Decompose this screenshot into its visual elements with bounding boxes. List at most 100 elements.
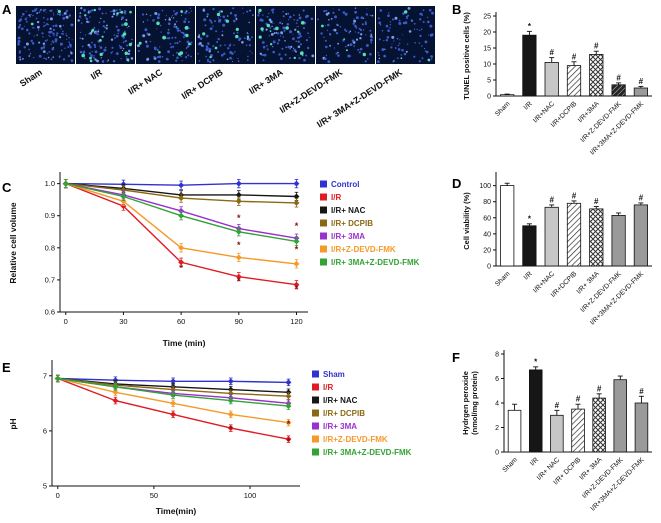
legend-item: I/R+ 3MA <box>320 232 365 241</box>
microscopy-image-6: I/R+Z-DEVD-FMK <box>278 6 375 115</box>
legend-marker <box>320 258 327 266</box>
legend-item: I/R+ DCPIB <box>320 219 373 228</box>
svg-text:*: * <box>295 244 299 254</box>
svg-text:Sham: Sham <box>494 100 512 118</box>
microscopy-label: I/R <box>89 67 105 82</box>
microscopy-row: Sham I/R I/R+ NAC I/R+ DCPIB I/R+ 3MA I/R+Z-D… <box>16 6 435 130</box>
data-point-marker <box>170 400 177 407</box>
svg-text:Time (min): Time (min) <box>163 338 206 348</box>
legend-item: I/R <box>320 193 341 202</box>
svg-text:*: * <box>287 419 291 429</box>
microscopy-image-2: I/R <box>76 6 135 82</box>
svg-text:I/R: I/R <box>331 193 341 202</box>
legend-marker <box>312 422 319 430</box>
legend-marker <box>312 409 319 417</box>
svg-text:pH: pH <box>8 418 18 429</box>
legend-item: I/R+ 3MA <box>312 422 357 431</box>
chart-ph: 5 6 7 0 50 100 Sham I/R I/R+ NAC I/R+ DCPIB I/R+ 3… <box>8 360 412 516</box>
legend-marker <box>320 206 327 214</box>
panel-f: F 0 2 4 6 8 Sham * I/R # I/R+ NAC # I/R+ DCPIB # I/R+… <box>438 338 661 523</box>
svg-text:7: 7 <box>43 371 47 380</box>
bar <box>522 34 537 97</box>
legend-marker <box>320 232 327 240</box>
svg-text:#: # <box>572 52 577 61</box>
svg-text:I/R+ NAC: I/R+ NAC <box>323 396 358 405</box>
svg-text:0.9: 0.9 <box>45 211 55 220</box>
data-point-marker <box>178 195 185 202</box>
legend-marker <box>320 245 327 253</box>
fluorescence-field <box>256 6 315 64</box>
svg-text:0: 0 <box>495 450 499 457</box>
data-point-marker <box>285 393 292 400</box>
fluorescence-field <box>376 6 435 64</box>
legend-item: Control <box>320 180 359 189</box>
svg-text:#: # <box>639 387 644 396</box>
bar <box>522 225 537 267</box>
panel-f-label: F <box>452 350 460 365</box>
data-point-marker <box>235 228 242 235</box>
svg-text:Hydrgen peroxide: Hydrgen peroxide <box>461 371 470 435</box>
svg-text:#: # <box>576 395 581 404</box>
svg-text:*: * <box>229 424 233 434</box>
panel-b-label: B <box>452 2 462 17</box>
microscopy-label: Sham <box>18 67 45 89</box>
svg-text:I/R+ 3MA+Z-DEVD-FMK: I/R+ 3MA+Z-DEVD-FMK <box>323 448 412 457</box>
svg-text:TUNEL positive cells (%): TUNEL positive cells (%) <box>462 12 471 100</box>
bar <box>566 65 582 97</box>
svg-text:20: 20 <box>483 30 491 37</box>
fluorescence-field <box>316 6 375 64</box>
legend-marker <box>312 435 319 443</box>
svg-text:#: # <box>639 193 644 202</box>
bar <box>550 414 564 453</box>
bar <box>634 402 649 453</box>
data-point-marker <box>178 182 185 189</box>
svg-text:I/R+Z-DEVD-FMK: I/R+Z-DEVD-FMK <box>579 270 623 314</box>
svg-text:60: 60 <box>177 317 185 326</box>
svg-text:I/R+ DCPIB: I/R+ DCPIB <box>323 409 365 418</box>
svg-text:Sham: Sham <box>494 270 512 288</box>
data-point-marker <box>227 378 234 385</box>
data-point-marker <box>235 198 242 205</box>
svg-text:100: 100 <box>479 183 491 190</box>
svg-text:6: 6 <box>43 426 47 435</box>
svg-text:4: 4 <box>495 401 499 408</box>
svg-text:8: 8 <box>495 352 499 359</box>
data-point-marker <box>227 411 234 418</box>
svg-text:I/R+Z-DEVD-FMK: I/R+Z-DEVD-FMK <box>579 100 623 144</box>
svg-text:6: 6 <box>495 376 499 383</box>
chart-tunel-positive-cells: 0510152025Sham*I/R#I/R+NAC#I/R+DCPIB#I/R… <box>462 12 652 157</box>
svg-text:90: 90 <box>235 317 243 326</box>
svg-text:0: 0 <box>56 491 60 500</box>
svg-text:0: 0 <box>64 317 68 326</box>
svg-text:0.6: 0.6 <box>45 308 55 317</box>
data-point-marker <box>285 379 292 386</box>
microscopy-label: I/R+ 3MA <box>246 67 285 97</box>
svg-text:*: * <box>528 214 532 223</box>
legend-item: I/R+ 3MA+Z-DEVD-FMK <box>320 258 420 267</box>
svg-text:100: 100 <box>244 491 257 500</box>
svg-text:I/R+Z-DEVD-FMK: I/R+Z-DEVD-FMK <box>331 245 396 254</box>
svg-text:5: 5 <box>43 482 47 491</box>
svg-text:*: * <box>295 221 299 231</box>
svg-text:*: * <box>179 263 183 273</box>
panel-e: E 5 6 7 0 50 100 Sham I/R I/R+ NAC I/R+ DCPIB I/R+… <box>0 352 440 523</box>
svg-text:#: # <box>572 191 577 200</box>
panel-e-label: E <box>2 360 11 375</box>
panel-a-label: A <box>2 2 12 17</box>
microscopy-image-1: Sham <box>16 6 75 89</box>
svg-text:I/R+ DCPIB: I/R+ DCPIB <box>331 219 373 228</box>
svg-text:I/R: I/R <box>323 383 333 392</box>
svg-text:0: 0 <box>487 94 491 101</box>
svg-text:10: 10 <box>483 62 491 69</box>
svg-text:#: # <box>549 195 554 204</box>
svg-text:*: * <box>237 276 241 286</box>
bar <box>544 62 559 97</box>
svg-text:I/R+ 3MA+Z-DEVD-FMK: I/R+ 3MA+Z-DEVD-FMK <box>331 258 420 267</box>
panel-d: D 0 20 40 60 80 100 Sham * I/R # I/R+NAC # I/R+DCPIB… <box>438 162 661 338</box>
data-point-marker <box>293 199 300 206</box>
svg-text:I/R+ 3MA: I/R+ 3MA <box>323 422 357 431</box>
svg-text:80: 80 <box>483 199 491 206</box>
svg-text:0: 0 <box>487 264 491 271</box>
